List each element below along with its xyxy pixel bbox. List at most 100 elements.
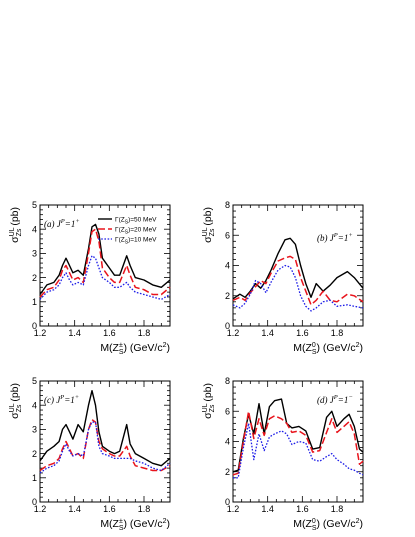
x-axis-title: M(Z0 S) (GeV/c2)	[293, 518, 363, 532]
panel-label-prefix: (c) J	[44, 395, 61, 405]
x-axis-title-sub: S	[119, 349, 124, 356]
series-line-dotted	[39, 421, 171, 474]
series-line-dotted	[233, 422, 364, 479]
x-tick-label: 1.6	[296, 328, 309, 338]
legend-entry: Γ(ZS)=20 MeV	[115, 226, 157, 235]
series-line-dashed	[39, 418, 171, 472]
panel-label-sup: P	[59, 394, 64, 401]
legend-entry-pre: Γ(Z	[115, 216, 125, 223]
y-axis-title-sup: UL	[202, 227, 209, 236]
x-tick-label: 1.8	[138, 504, 151, 514]
plot-frame	[39, 380, 171, 503]
x-axis-title-post: ) (GeV/c	[317, 518, 356, 530]
x-tick-label: 1.4	[68, 328, 81, 338]
panel-label-sup2: +	[75, 394, 79, 401]
y-tick-label: 1	[32, 473, 37, 483]
x-axis-title-post: ) (GeV/c	[317, 342, 356, 354]
plot-frame	[232, 204, 364, 327]
series-line-dashed	[39, 228, 171, 298]
y-tick-label: 3	[32, 425, 37, 435]
y-axis-title-main: σ	[9, 236, 21, 243]
panel-label-sup2: −	[348, 394, 352, 401]
x-axis-title-sub: S	[119, 525, 124, 532]
panel-label-value: 1	[71, 219, 76, 229]
y-axis-title: σULZs (pb)	[202, 207, 216, 243]
x-tick-label: 1.8	[331, 504, 344, 514]
x-tick-label: 1.4	[68, 504, 81, 514]
y-axis-title-sub: Zs	[209, 228, 216, 236]
y-tick-label: 3	[32, 249, 37, 259]
y-tick-label: 4	[225, 261, 230, 271]
panel-label-sup2: +	[75, 218, 79, 225]
y-axis-title: σULZs (pb)	[9, 207, 23, 243]
x-axis-title-pre: M(Z	[293, 342, 312, 354]
panel-label-prefix: (d) J	[317, 395, 335, 405]
legend-entry-sub: S	[125, 219, 129, 225]
x-axis-title-sup2: 2	[356, 342, 360, 349]
y-tick-label: 0	[225, 497, 230, 507]
series-line-dashed	[232, 255, 364, 306]
panel-label: (b) JP=1+	[317, 232, 353, 243]
y-axis-title: σULZs (pb)	[9, 383, 23, 419]
y-axis-title-sup: UL	[9, 403, 16, 412]
plot-frame	[39, 204, 171, 327]
x-tick-label: 1.2	[34, 504, 47, 514]
y-axis-title: σULZs (pb)	[202, 383, 216, 419]
legend-entry-post: )=50 MeV	[128, 216, 157, 223]
y-axis-title-main: σ	[202, 412, 214, 419]
y-tick-label: 5	[32, 200, 37, 210]
panel-label-sup2: +	[348, 232, 352, 239]
legend-entry: Γ(ZS)=50 MeV	[115, 216, 157, 225]
x-axis-title-sup2: 2	[163, 342, 167, 349]
x-axis-title-end: )	[360, 342, 364, 354]
panel-label-value: 1	[70, 395, 75, 405]
panel-label: (d) JP=1−	[317, 394, 353, 405]
x-tick-label: 1.4	[261, 328, 274, 338]
legend-entry-pre: Γ(Z	[115, 226, 125, 233]
panel-label-sup: P	[333, 394, 338, 401]
x-tick-label: 1.6	[296, 504, 309, 514]
legend-entry-post: )=10 MeV	[128, 236, 157, 243]
x-tick-label: 1.4	[261, 504, 274, 514]
x-axis-title-sup: 0	[312, 342, 316, 349]
y-axis-title-unit: (pb)	[9, 207, 21, 229]
legend-entry-sub: S	[125, 239, 129, 245]
y-axis-title-unit: (pb)	[202, 207, 214, 229]
x-axis-title-sub: S	[312, 349, 317, 356]
y-axis-title-sup: UL	[9, 227, 16, 236]
y-axis-title-unit: (pb)	[9, 383, 21, 405]
y-axis-title-unit: (pb)	[202, 383, 214, 405]
x-axis-title: M(Z0 S) (GeV/c2)	[293, 342, 363, 356]
x-tick-label: 1.6	[103, 328, 116, 338]
panel-label-eq: =	[65, 219, 71, 229]
y-tick-label: 2	[32, 273, 37, 283]
x-axis-title-sup2: 2	[163, 518, 167, 525]
y-tick-label: 0	[32, 497, 37, 507]
y-tick-label: 6	[225, 230, 230, 240]
x-axis-title-pre: M(Z	[100, 518, 119, 530]
x-axis-title-sup: ±	[119, 518, 123, 525]
y-tick-label: 0	[225, 321, 230, 331]
x-tick-label: 1.2	[227, 504, 240, 514]
y-axis-title-main: σ	[202, 236, 214, 243]
y-axis-title-sub: Zs	[16, 404, 23, 412]
y-tick-label: 8	[225, 376, 230, 386]
series-line-solid	[39, 390, 171, 467]
panel-label-eq: =	[64, 395, 70, 405]
x-axis-title-pre: M(Z	[100, 342, 119, 354]
series-line-dotted	[39, 255, 171, 301]
y-tick-label: 4	[225, 437, 230, 447]
x-axis-title-pre: M(Z	[293, 518, 312, 530]
x-axis-title-sup: ±	[119, 342, 123, 349]
x-axis-title-end: )	[360, 518, 364, 530]
x-axis-title: M(Z± S) (GeV/c2)	[100, 518, 170, 532]
x-axis-title-post: ) (GeV/c	[124, 518, 163, 530]
legend-entry-pre: Γ(Z	[115, 236, 125, 243]
panel-label-prefix: (b) J	[317, 233, 335, 243]
y-tick-label: 6	[225, 406, 230, 416]
